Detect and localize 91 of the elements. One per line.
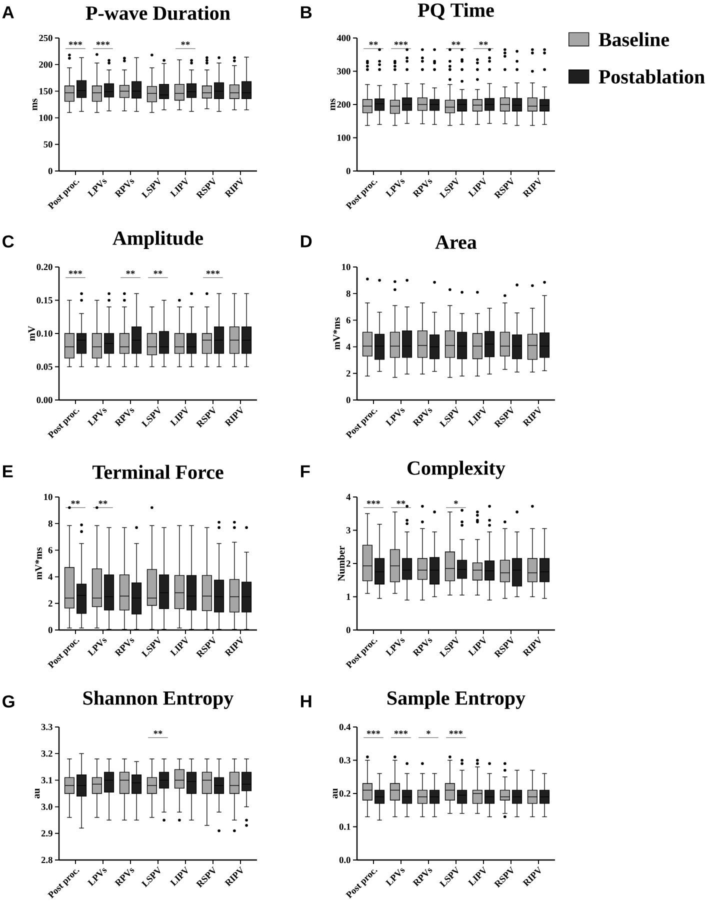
y-tick-label: 300 [337, 68, 350, 74]
y-tick-label: 50 [44, 141, 52, 148]
y-tick-label: 0.0 [339, 856, 350, 864]
y-tick-label: 0.00 [36, 396, 52, 404]
y-tick-label: 400 [336, 34, 350, 42]
chart-title: Shannon Entropy [83, 690, 234, 709]
y-tick-label: 10 [342, 264, 350, 270]
y-axis-title: Number [338, 546, 345, 582]
text: B [301, 6, 312, 18]
annotation: *** [68, 270, 82, 274]
y-tick-label: 3 [346, 527, 350, 534]
annotation: * [454, 500, 458, 504]
y-tick-label: 3.0 [41, 804, 52, 810]
y-tick-label: 200 [337, 101, 350, 108]
y-tick-label: 4 [346, 344, 351, 350]
y-tick-label: 8 [346, 290, 350, 297]
text: D [301, 235, 312, 248]
chart-title: Terminal Force [92, 464, 224, 479]
y-tick-label: 100 [39, 114, 52, 121]
legend-label: Postablation [598, 70, 705, 84]
y-axis-title: au [34, 788, 40, 798]
y-tick-label: 0.3 [339, 757, 350, 764]
text: C [2, 235, 14, 248]
annotation: ** [181, 42, 190, 46]
y-tick-label: 2 [48, 600, 52, 606]
y-tick-label: 0 [346, 396, 350, 404]
y-tick-label: 2 [346, 560, 350, 567]
y-tick-label: 3.3 [41, 724, 52, 730]
y-tick-label: 0.2 [339, 790, 350, 797]
y-tick-label: 100 [337, 134, 350, 141]
annotation: *** [206, 270, 220, 274]
annotation: ** [369, 42, 378, 46]
y-tick-label: 10 [44, 494, 52, 500]
annotation: *** [366, 500, 380, 504]
y-tick-label: 250 [39, 34, 52, 42]
annotation: ** [126, 270, 135, 274]
y-tick-label: 3.1 [41, 777, 52, 784]
annotation: ** [479, 42, 488, 46]
chart-title: PQ Time [418, 2, 494, 20]
y-tick-label: 6 [346, 317, 350, 324]
y-tick-label: 0 [346, 168, 350, 174]
y-axis-title: mV [28, 326, 36, 341]
text: A [2, 6, 14, 18]
y-tick-label: 200 [39, 61, 52, 68]
text: G [2, 695, 14, 708]
annotation: *** [68, 42, 82, 46]
annotation: ** [452, 42, 460, 46]
legend-label: Baseline [598, 32, 670, 46]
chart-title: Amplitude [112, 230, 204, 249]
chart-title: Area [435, 236, 477, 249]
text: E [3, 465, 13, 478]
y-tick-label: 0.4 [339, 724, 351, 730]
annotation: *** [394, 42, 408, 46]
annotation: ** [71, 500, 80, 504]
y-axis-title: ms [32, 98, 38, 110]
chart-title: Complexity [408, 460, 506, 479]
annotation: *** [96, 42, 110, 46]
annotation: *** [394, 730, 408, 734]
y-tick-label: 0.05 [36, 364, 52, 370]
annotation: ** [154, 730, 162, 734]
annotation: ** [98, 500, 108, 504]
y-tick-label: 2.8 [41, 856, 52, 864]
y-tick-label: 3.2 [41, 750, 52, 757]
y-tick-label: 8 [48, 520, 52, 527]
y-tick-label: 2 [346, 370, 350, 376]
y-tick-label: 0.15 [36, 297, 52, 304]
y-tick-label: 4 [48, 574, 53, 580]
text: F [301, 465, 310, 478]
text: H [301, 695, 312, 708]
y-tick-label: 0 [48, 168, 52, 174]
y-tick-label: 0.20 [36, 264, 52, 270]
y-axis-title: au [332, 788, 338, 798]
y-tick-label: 0 [48, 626, 52, 634]
annotation: *** [366, 730, 380, 734]
y-axis-title: mV*ms [333, 317, 340, 350]
y-tick-label: 150 [39, 88, 52, 94]
y-tick-label: 6 [48, 547, 52, 554]
y-tick-label: 0.10 [36, 330, 52, 337]
annotation: ** [154, 270, 162, 274]
y-tick-label: 1 [346, 594, 350, 600]
y-axis-title: mV*ms [35, 547, 42, 580]
y-tick-label: 4 [346, 494, 351, 500]
y-tick-label: 0.1 [339, 824, 350, 830]
y-tick-label: 0 [346, 626, 350, 634]
annotation: *** [449, 730, 463, 734]
annotation: * [426, 730, 430, 734]
y-axis-title: ms [330, 98, 336, 110]
chart-title: Sample Entropy [388, 690, 526, 709]
y-tick-label: 2.9 [41, 830, 52, 837]
annotation: ** [396, 500, 406, 504]
chart-title: P-wave Duration [86, 6, 230, 20]
